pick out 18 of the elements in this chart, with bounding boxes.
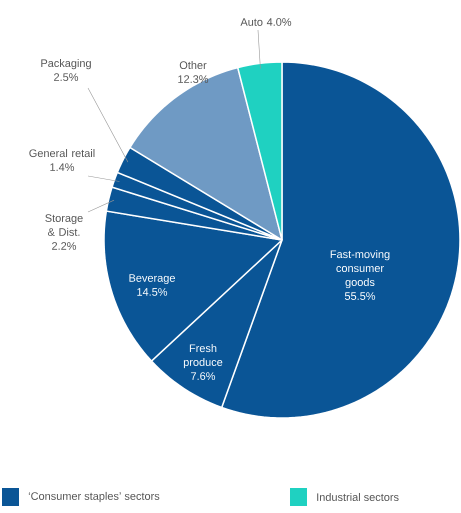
data-label: 55.5%	[345, 292, 376, 300]
data-label: 7.6%	[191, 372, 216, 380]
slice-label: Other	[180, 61, 207, 70]
slice-label: Packaging	[41, 59, 91, 70]
data-label: 2.5%	[54, 73, 78, 82]
slice-label: General retail	[29, 149, 95, 158]
slice-label: Beverage	[130, 274, 176, 284]
slice-label: Auto	[240, 18, 263, 26]
data-label: 4.0%	[266, 18, 292, 26]
slice-label: Fresh produce	[184, 344, 222, 368]
data-label: 12.3%	[178, 75, 208, 84]
slice-label: Fast-moving consumer goods	[330, 250, 390, 288]
text: ‘Consumer staples’ sectors	[28, 492, 160, 502]
data-label: 14.5%	[137, 288, 168, 296]
data-label: 1.4%	[50, 163, 74, 171]
data-label: 2.2%	[52, 242, 76, 250]
text: Industrial sectors	[317, 492, 399, 502]
slice-label: Storage & Dist.	[45, 214, 83, 236]
